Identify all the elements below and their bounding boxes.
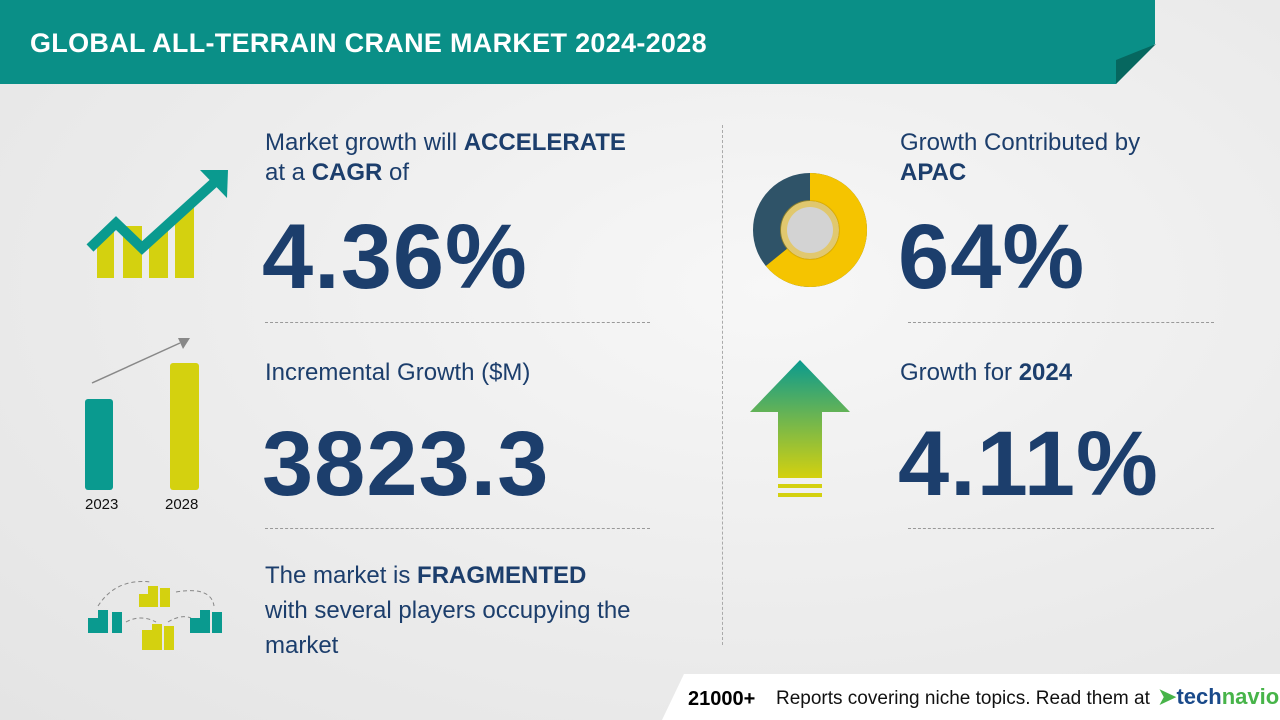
up-arrow-icon bbox=[750, 360, 850, 497]
page-title: GLOBAL ALL-TERRAIN CRANE MARKET 2024-202… bbox=[30, 28, 707, 58]
title-banner: GLOBAL ALL-TERRAIN CRANE MARKET 2024-202… bbox=[0, 0, 1155, 84]
cagr-caption: Market growth will ACCELERATE at a CAGR o… bbox=[265, 129, 626, 186]
footer-text: Reports covering niche topics. Read them… bbox=[776, 688, 1150, 709]
incremental-bar-icon bbox=[85, 338, 199, 490]
apac-donut-chart bbox=[753, 173, 867, 287]
growth-chart-icon bbox=[86, 170, 228, 278]
incremental-value: 3823.3 bbox=[262, 413, 550, 515]
buildings-network-icon bbox=[88, 581, 222, 650]
incremental-label: Incremental Growth ($M) bbox=[265, 359, 531, 386]
vertical-divider bbox=[722, 125, 723, 645]
divider bbox=[265, 528, 650, 529]
growth-year-caption: Growth for 2024 bbox=[900, 359, 1073, 386]
technavio-logo[interactable]: ➤technavio bbox=[1158, 684, 1280, 709]
region-value: 64% bbox=[898, 206, 1086, 308]
bar-2023 bbox=[85, 399, 113, 490]
footer-banner: 21000+ Reports covering niche topics. Re… bbox=[662, 674, 1280, 720]
divider bbox=[265, 322, 650, 323]
year-label-2023: 2023 bbox=[85, 496, 119, 513]
region-caption: Growth Contributed by APAC bbox=[900, 129, 1141, 186]
divider bbox=[908, 322, 1214, 323]
cagr-value: 4.36% bbox=[262, 206, 528, 308]
divider bbox=[908, 528, 1214, 529]
report-count: 21000+ bbox=[688, 688, 756, 710]
fragmented-caption: The market is FRAGMENTED with several pla… bbox=[265, 562, 631, 659]
bar-2028 bbox=[170, 363, 199, 490]
donut-apac-slice bbox=[753, 173, 867, 287]
growth-year-value: 4.11% bbox=[898, 413, 1159, 515]
year-label-2028: 2028 bbox=[165, 496, 199, 513]
